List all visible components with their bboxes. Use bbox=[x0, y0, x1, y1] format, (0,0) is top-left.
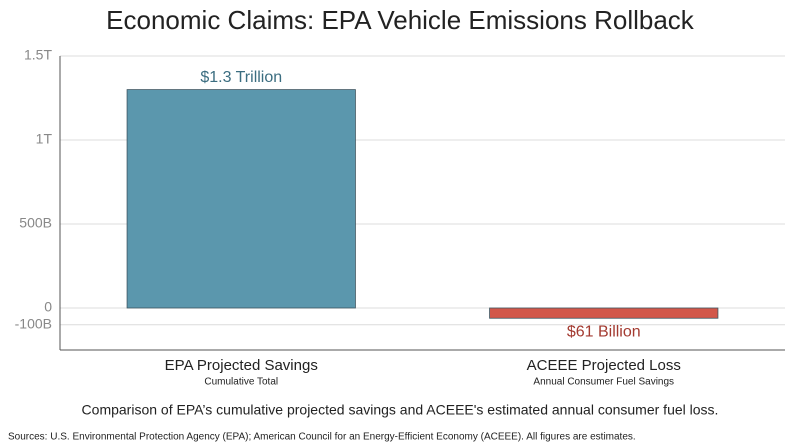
x-tick-label: EPA Projected Savings bbox=[165, 357, 318, 374]
chart-title: Economic Claims: EPA Vehicle Emissions R… bbox=[106, 5, 695, 35]
y-tick-label: -100B bbox=[15, 316, 52, 332]
caption: Comparison of EPA’s cumulative projected… bbox=[82, 402, 719, 418]
x-tick-label: ACEEE Projected Loss bbox=[527, 357, 681, 374]
value-label: $61 Billion bbox=[567, 323, 641, 340]
y-tick-label: 1T bbox=[36, 131, 53, 147]
x-tick-sublabel: Annual Consumer Fuel Savings bbox=[533, 377, 674, 388]
value-label: $1.3 Trillion bbox=[200, 69, 282, 86]
y-tick-label: 500B bbox=[19, 215, 52, 231]
x-tick-sublabel: Cumulative Total bbox=[204, 377, 278, 388]
source-note: Sources: U.S. Environmental Protection A… bbox=[8, 432, 636, 443]
y-tick-label: 0 bbox=[44, 299, 52, 315]
y-tick-label: 1.5T bbox=[24, 47, 52, 63]
bar bbox=[489, 307, 719, 319]
bar bbox=[126, 89, 356, 309]
